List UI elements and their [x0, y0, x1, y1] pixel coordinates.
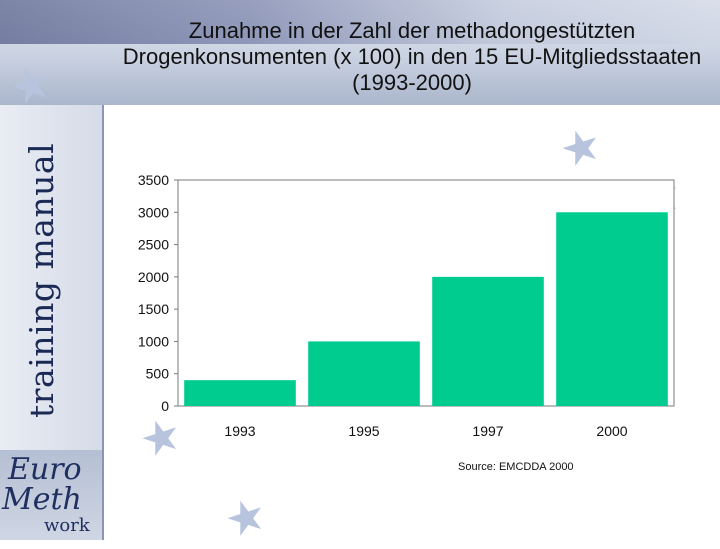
y-tick-label: 0 [161, 398, 169, 414]
x-tick-label: 2000 [596, 423, 627, 439]
source-note: Source: EMCDDA 2000 [458, 461, 574, 473]
x-tick-label: 1993 [224, 423, 255, 439]
logo-meth: Meth [2, 482, 82, 517]
logo-panel [0, 450, 104, 540]
y-tick-label: 2500 [138, 237, 169, 253]
x-tick-label: 1995 [348, 423, 379, 439]
y-tick-label: 1500 [138, 301, 169, 317]
bar [184, 380, 296, 406]
chart-title: Zunahme in der Zahl der methadongestützt… [122, 18, 702, 95]
sidebar-strip [0, 105, 104, 450]
logo-euro: Euro [8, 452, 82, 487]
y-tick-label: 3500 [138, 172, 169, 188]
header-accent-bar [0, 0, 720, 44]
y-tick-label: 3000 [138, 204, 169, 220]
x-tick-label: 1997 [472, 423, 503, 439]
y-tick-label: 2000 [138, 269, 169, 285]
bar [556, 212, 668, 406]
bar [432, 276, 544, 406]
bar [308, 341, 420, 406]
y-tick-label: 1000 [138, 333, 169, 349]
y-tick-label: 500 [146, 366, 170, 382]
logo-work: work [44, 515, 90, 536]
